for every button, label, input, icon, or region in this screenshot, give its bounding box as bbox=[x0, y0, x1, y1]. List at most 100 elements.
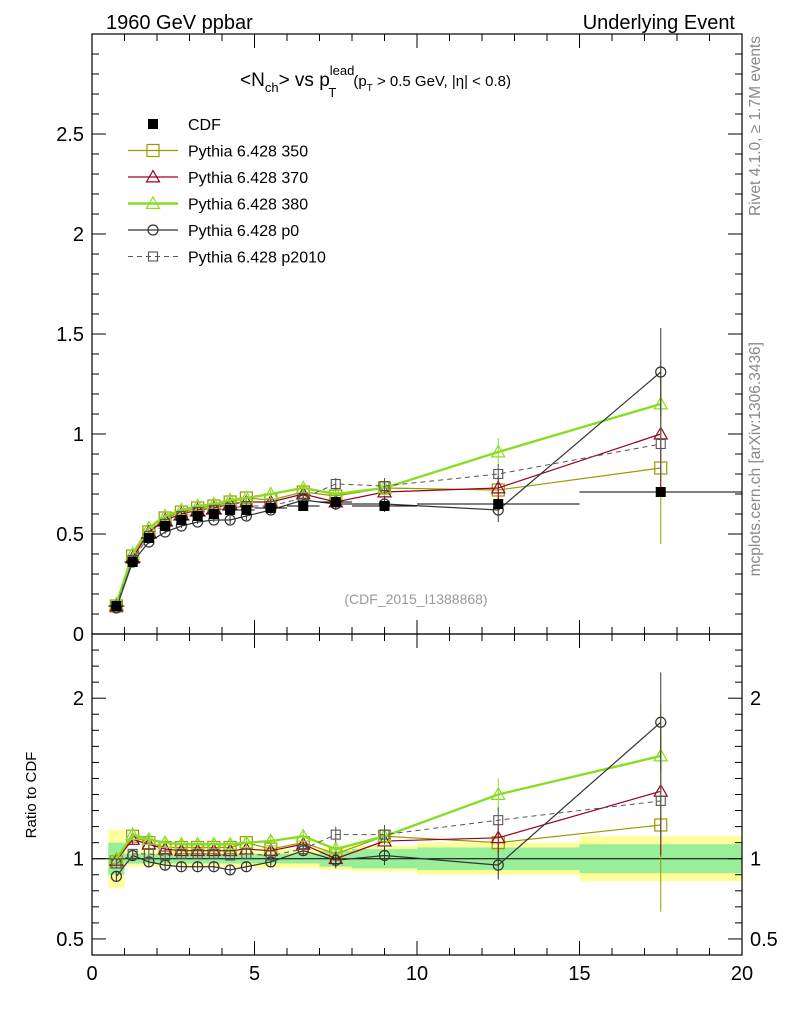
point-p2010 bbox=[379, 480, 390, 492]
ratio-point-p0 bbox=[224, 864, 236, 876]
ratio-point-p2010 bbox=[298, 844, 309, 855]
cdf-point bbox=[176, 515, 187, 525]
ratio-ylabel: Ratio to CDF bbox=[23, 752, 40, 839]
legend-item-p0: Pythia 6.428 p0 bbox=[128, 223, 299, 240]
legend-item-p350: Pythia 6.428 350 bbox=[128, 144, 308, 161]
ratio-series-p2010 bbox=[111, 759, 666, 869]
ratio-point-p380 bbox=[238, 834, 254, 849]
ratio-point-p2010 bbox=[176, 848, 187, 859]
title-text: <Nch> vs plead T(pT > 0.5 GeV, |η| < 0.8) bbox=[240, 63, 511, 100]
series-line-p2010 bbox=[115, 443, 661, 607]
title-mid: > vs p bbox=[279, 70, 330, 91]
legend-label-p0: Pythia 6.428 p0 bbox=[188, 223, 299, 240]
ratio-point-p2010 bbox=[111, 858, 122, 869]
main-ytick-label: 0 bbox=[73, 624, 84, 646]
main-panel: 0 0.5 1 1.5 2 2.5 bbox=[56, 33, 743, 646]
point-p380 bbox=[141, 520, 157, 534]
ratio-point-p380 bbox=[295, 828, 311, 842]
legend: CDF Pythia 6.428 350 Pythia 6.428 370 Pythi… bbox=[128, 117, 326, 267]
legend-item-p370: Pythia 6.428 370 bbox=[128, 169, 308, 187]
ratio-ytick-label-right: 1 bbox=[750, 849, 761, 871]
cdf-point bbox=[192, 511, 203, 521]
ratio-point-p380 bbox=[222, 836, 238, 850]
ratio-ytick-label-right: 2 bbox=[750, 688, 761, 710]
point-p2010 bbox=[493, 468, 504, 480]
legend-marker-p2010 bbox=[147, 251, 159, 262]
ratio-point-p2010 bbox=[143, 848, 154, 859]
point-p2010 bbox=[655, 438, 666, 450]
ratio-point-p380 bbox=[157, 834, 173, 849]
legend-marker-p380 bbox=[145, 195, 161, 209]
ratio-point-p2010 bbox=[127, 848, 138, 859]
point-p380 bbox=[263, 486, 279, 500]
main-ytick-label: 1.5 bbox=[56, 324, 84, 346]
legend-marker-p370 bbox=[145, 169, 161, 183]
series-p0 bbox=[110, 328, 667, 614]
title-cond-rest: > 0.5 GeV, |η| < 0.8) bbox=[373, 73, 511, 90]
cdf-point bbox=[127, 557, 138, 567]
legend-marker-p0 bbox=[147, 224, 159, 236]
ratio-xtick-label: 20 bbox=[731, 963, 753, 985]
ratio-point-p0 bbox=[492, 859, 504, 871]
ratio-point-p0 bbox=[378, 849, 391, 862]
ratio-point-p380 bbox=[490, 786, 506, 800]
ratio-point-p0 bbox=[240, 861, 252, 873]
title-sub-ch: ch bbox=[265, 80, 279, 95]
legend-marker-p350 bbox=[146, 143, 160, 158]
mcplots-label: mcplots.cern.ch [arXiv:1306.3436] bbox=[747, 342, 764, 576]
cdf-point bbox=[241, 505, 252, 515]
ratio-point-p0 bbox=[208, 861, 220, 873]
ratio-point-p2010 bbox=[330, 829, 341, 840]
main-ytick-label: 2.5 bbox=[56, 124, 84, 146]
cdf-point bbox=[655, 487, 666, 497]
title-open: <N bbox=[240, 70, 265, 91]
cdf-point bbox=[111, 601, 122, 611]
ratio-point-p380 bbox=[263, 833, 279, 847]
analysis-watermark: (CDF_2015_I1388868) bbox=[344, 591, 487, 607]
ratio-xtick-label: 5 bbox=[249, 963, 260, 985]
cdf-point bbox=[225, 505, 236, 515]
ratio-xtick-label: 15 bbox=[568, 963, 590, 985]
point-p0 bbox=[655, 366, 667, 378]
ratio-panel: 0.5 0.51 12 20 5 10 15 20 bbox=[56, 633, 778, 985]
legend-item-p380: Pythia 6.428 380 bbox=[128, 195, 308, 214]
point-p380 bbox=[157, 508, 173, 522]
cdf-point bbox=[493, 499, 504, 509]
ratio-point-p0 bbox=[192, 861, 204, 873]
ratio-point-p2010 bbox=[655, 795, 666, 806]
cdf-point bbox=[330, 497, 341, 507]
series-cdf bbox=[108, 487, 742, 611]
legend-label-p370: Pythia 6.428 370 bbox=[188, 170, 308, 187]
ratio-point-p370 bbox=[490, 830, 506, 844]
ratio-ytick-label: 2 bbox=[73, 688, 84, 710]
point-p380 bbox=[295, 480, 311, 494]
ratio-ytick-label-right: 0.5 bbox=[750, 929, 778, 951]
ratio-point-p2010 bbox=[265, 850, 276, 861]
ratio-point-p2010 bbox=[493, 815, 504, 826]
ratio-point-p0 bbox=[175, 861, 187, 873]
legend-item-p2010: Pythia 6.428 p2010 bbox=[128, 250, 326, 267]
ratio-line-p2010 bbox=[116, 800, 661, 864]
ratio-frame bbox=[91, 633, 743, 956]
main-ytick-label: 0.5 bbox=[56, 524, 84, 546]
legend-label-p350: Pythia 6.428 350 bbox=[188, 144, 308, 161]
title-sup-lead: lead bbox=[330, 63, 355, 78]
main-ytick-label: 2 bbox=[73, 224, 84, 246]
legend-marker-cdf bbox=[148, 119, 158, 129]
ratio-ytick-label: 1 bbox=[73, 849, 84, 871]
ratio-point-p380 bbox=[125, 826, 141, 841]
ratio-point-p0 bbox=[110, 870, 122, 882]
header-beam-label: 1960 GeV ppbar bbox=[106, 12, 253, 34]
legend-label-cdf: CDF bbox=[188, 117, 221, 134]
ratio-ytick-label: 0.5 bbox=[56, 929, 84, 951]
ratio-xtick-label: 10 bbox=[406, 963, 428, 985]
ratio-point-p0 bbox=[330, 854, 342, 866]
legend-item-cdf: CDF bbox=[148, 117, 221, 134]
cdf-point bbox=[160, 521, 171, 531]
ratio-point-p0 bbox=[655, 716, 667, 728]
ratio-series-p350 bbox=[109, 738, 668, 912]
title-sub-t: T bbox=[328, 85, 336, 100]
ratio-xtick-label: 0 bbox=[86, 963, 97, 985]
legend-label-p380: Pythia 6.428 380 bbox=[188, 197, 308, 214]
